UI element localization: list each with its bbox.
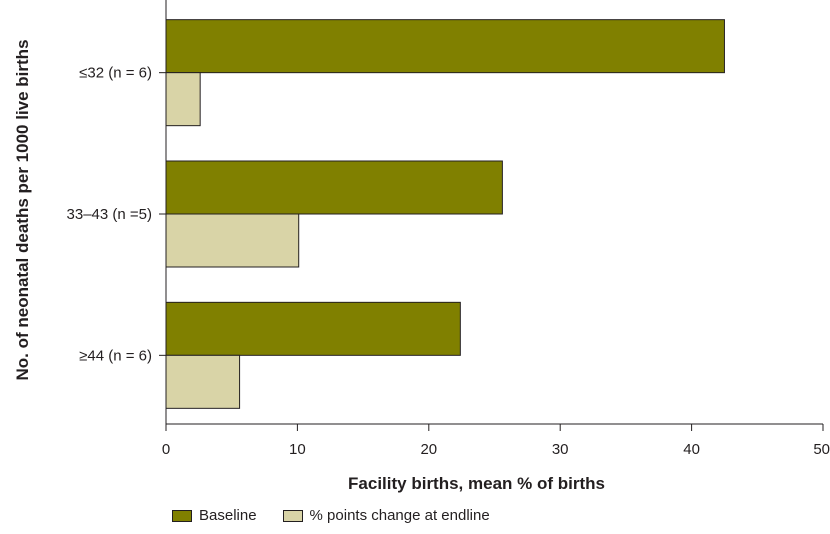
bar-baseline-1 <box>165 160 503 215</box>
x-tick-label-0: 0 <box>162 441 170 458</box>
x-tick-label-4: 40 <box>683 441 700 458</box>
bar-baseline-2 <box>165 301 461 356</box>
bar-baseline-0 <box>165 19 725 74</box>
bar-change-0 <box>165 72 201 127</box>
y-tick-label-2: ≥44 (n = 6) <box>79 347 152 364</box>
y-tick-label-1: 33–43 (n =5) <box>67 206 152 223</box>
legend-item-change: % points change at endline <box>282 507 490 524</box>
y-tick-label-0: ≤32 (n = 6) <box>79 65 152 82</box>
bar-change-1 <box>165 213 300 268</box>
bar-change-2 <box>165 354 241 409</box>
bars-group <box>165 19 725 409</box>
legend-swatch-baseline <box>172 509 192 522</box>
legend-swatch-change <box>282 509 303 522</box>
legend-label-baseline: Baseline <box>199 507 257 524</box>
x-axis-ticks: 0 10 20 30 40 50 <box>162 424 830 458</box>
x-tick-label-3: 30 <box>552 441 569 458</box>
y-axis-ticks: ≤32 (n = 6) 33–43 (n =5) ≥44 (n = 6) <box>67 65 166 364</box>
legend-item-baseline: Baseline <box>172 507 257 524</box>
y-axis-title: No. of neonatal deaths per 1000 live bir… <box>13 39 32 380</box>
x-axis-title: Facility births, mean % of births <box>348 474 605 493</box>
x-tick-label-5: 50 <box>813 441 830 458</box>
legend-label-change: % points change at endline <box>309 507 490 524</box>
legend: Baseline % points change at endline <box>172 507 516 524</box>
x-tick-label-2: 20 <box>420 441 437 458</box>
x-tick-label-1: 10 <box>289 441 306 458</box>
